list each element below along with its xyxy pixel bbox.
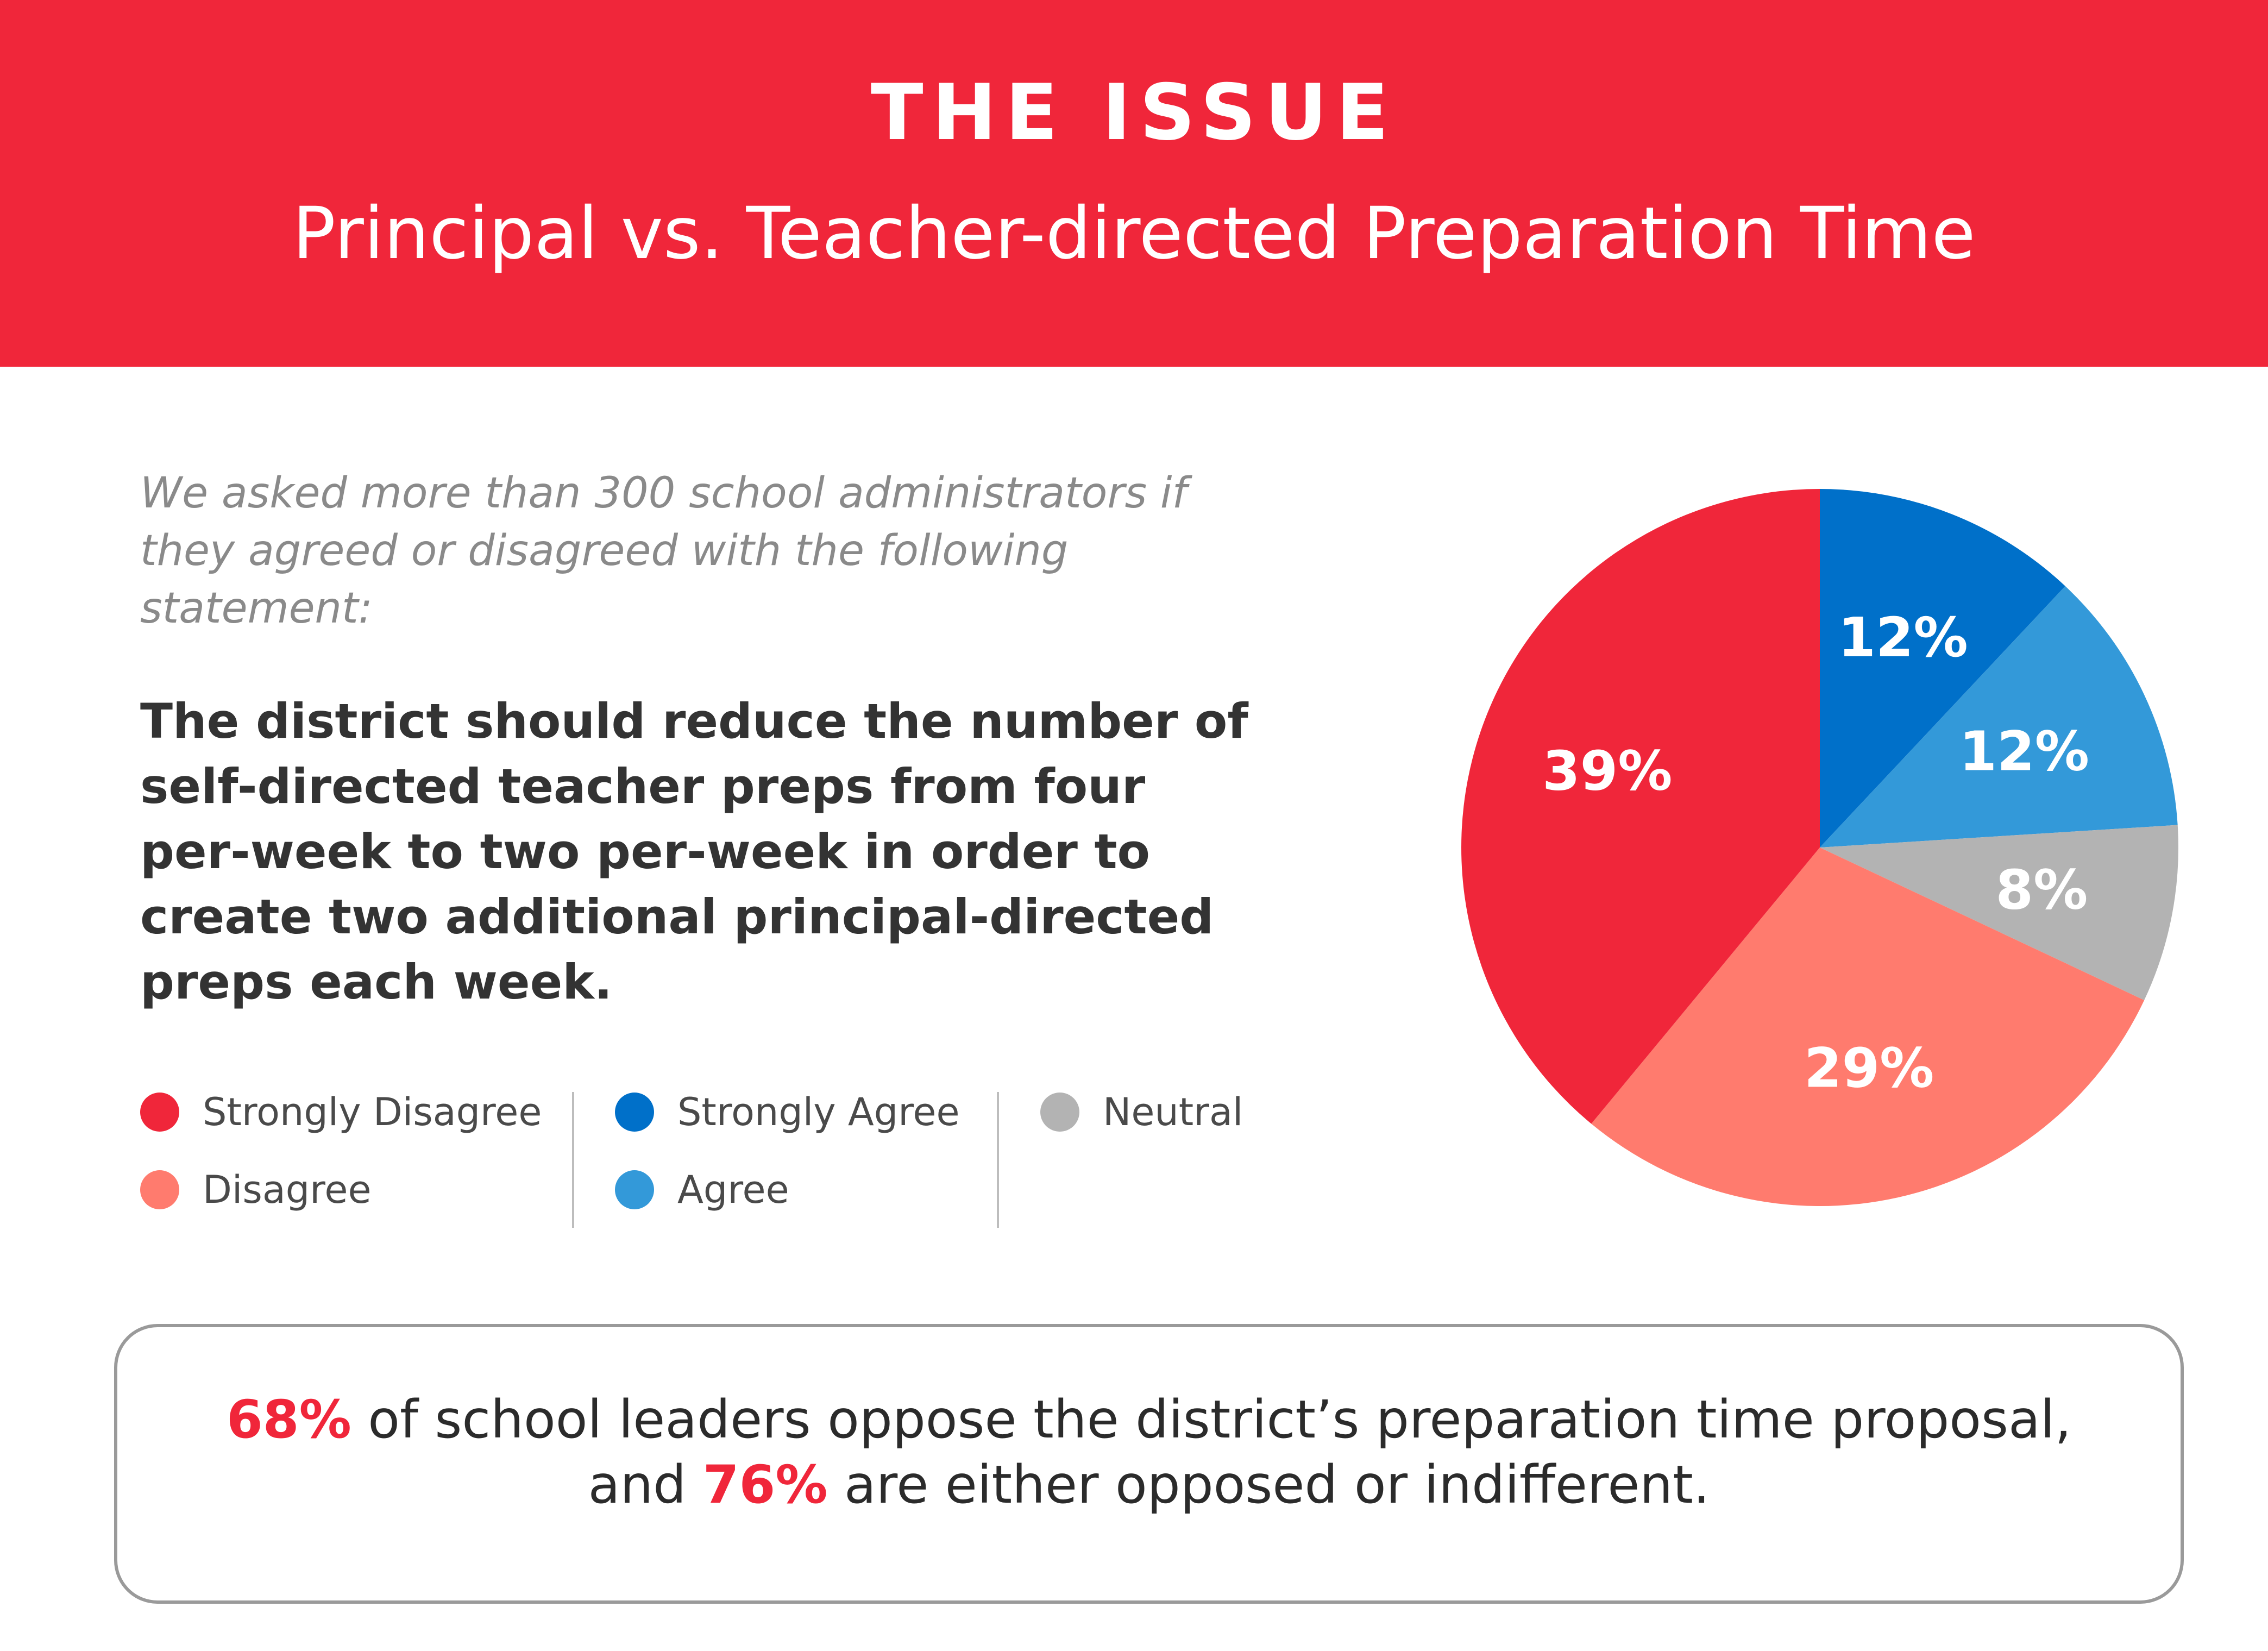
legend-item-strongly-agree: Strongly Agree	[615, 1085, 960, 1139]
legend-label-agree: Agree	[677, 1167, 789, 1212]
summary-line-2-prefix: and	[588, 1454, 703, 1515]
summary-text: 68% of school leaders oppose the distric…	[117, 1387, 2181, 1517]
pie-slice-strongly-disagree	[1461, 489, 1820, 1124]
survey-statement: The district should reduce the number of…	[140, 693, 1248, 1010]
opposed-or-indifferent-percent: 76%	[702, 1454, 828, 1515]
legend-item-agree: Agree	[615, 1163, 789, 1217]
legend-label-disagree: Disagree	[203, 1167, 372, 1212]
slice-label-agree: 12%	[1959, 719, 2089, 783]
slice-label-strongly-disagree: 39%	[1542, 739, 1672, 803]
page-title: THE ISSUE	[870, 68, 1398, 158]
oppose-percent: 68%	[226, 1389, 351, 1450]
header-banner: THE ISSUE Principal vs. Teacher-directed…	[0, 0, 2268, 367]
legend-item-neutral: Neutral	[1040, 1085, 1243, 1139]
pie-chart: 12% 12% 8% 29% 39%	[1461, 489, 2178, 1206]
legend-divider	[572, 1092, 574, 1228]
slice-label-neutral: 8%	[1996, 858, 2088, 921]
legend-label-strongly-agree: Strongly Agree	[677, 1090, 960, 1134]
slice-label-disagree: 29%	[1804, 1036, 1934, 1100]
pie-slice-neutral	[1820, 825, 2178, 1001]
legend-swatch-disagree	[140, 1170, 179, 1209]
legend-divider	[997, 1092, 999, 1228]
legend-swatch-neutral	[1040, 1093, 1079, 1132]
survey-intro-text: We asked more than 300 school administra…	[140, 469, 1188, 633]
slice-label-strongly-agree: 12%	[1838, 606, 1968, 669]
pie-slice-disagree	[1591, 848, 2145, 1206]
summary-line-1-text: of school leaders oppose the district’s …	[351, 1389, 2072, 1450]
legend-label-neutral: Neutral	[1103, 1090, 1243, 1134]
summary-line-1: 68% of school leaders oppose the distric…	[117, 1387, 2181, 1452]
legend-item-disagree: Disagree	[140, 1163, 372, 1217]
pie-slice-strongly-agree	[1820, 489, 2065, 848]
summary-callout: 68% of school leaders oppose the distric…	[114, 1324, 2184, 1604]
legend-swatch-agree	[615, 1170, 654, 1209]
legend-swatch-strongly-agree	[615, 1093, 654, 1132]
legend-label-strongly-disagree: Strongly Disagree	[203, 1090, 542, 1134]
summary-line-2: and 76% are either opposed or indifferen…	[117, 1452, 2181, 1517]
pie-slice-agree	[1820, 586, 2178, 848]
page-subtitle: Principal vs. Teacher-directed Preparati…	[292, 192, 1976, 275]
summary-line-2-suffix: are either opposed or indifferent.	[827, 1454, 1710, 1515]
legend-swatch-strongly-disagree	[140, 1093, 179, 1132]
legend-item-strongly-disagree: Strongly Disagree	[140, 1085, 542, 1139]
